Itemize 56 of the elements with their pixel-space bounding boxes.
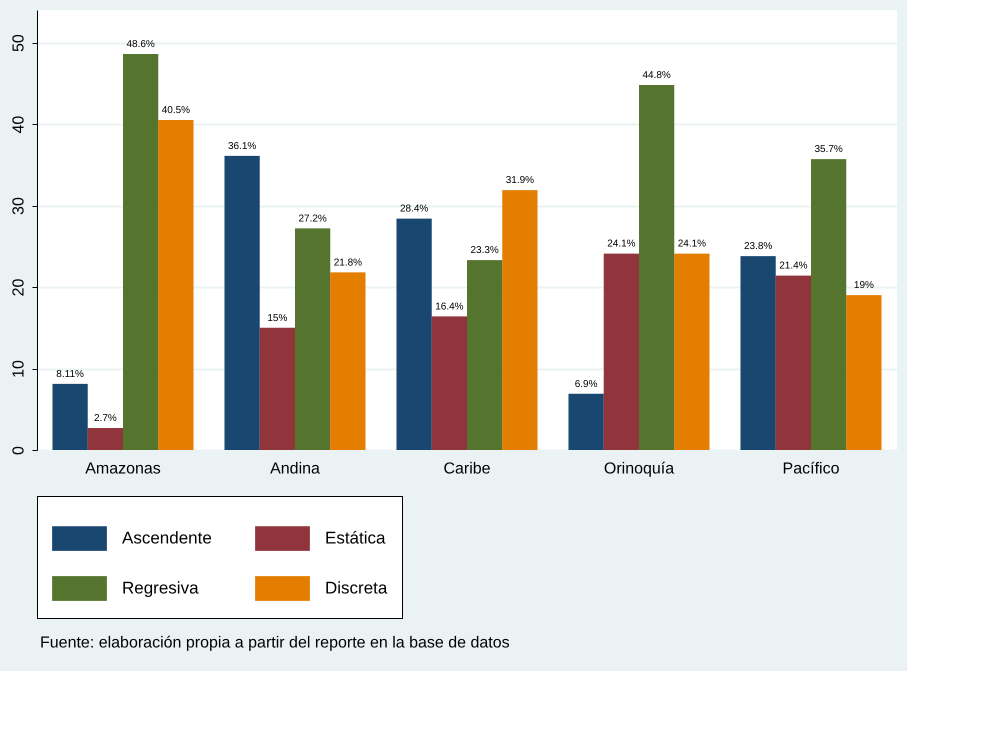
bar [260,328,295,450]
bar [52,384,88,450]
data-label: 24.1% [678,238,706,250]
bar [295,228,330,450]
bar [776,276,811,450]
data-label: 44.8% [642,70,671,81]
y-tick-label: 20 [10,278,28,296]
bar [568,394,604,450]
bar [502,190,538,450]
data-label: 36.1% [228,140,256,152]
legend-label: Discreta [325,578,388,598]
bar [604,254,639,450]
bar [123,54,158,450]
bar [467,260,502,450]
bar [330,272,366,450]
x-tick-label: Caribe [443,460,491,478]
bar [224,156,260,450]
data-label: 2.7% [94,413,117,424]
data-label: 23.8% [744,241,772,252]
data-label: 6.9% [574,378,598,390]
data-label: 31.9% [506,175,534,186]
data-label: 15% [267,312,288,324]
bar [811,159,846,450]
y-tick-label: 40 [10,116,28,134]
bar [846,295,882,450]
bar [396,218,432,450]
legend-label: Ascendente [122,528,212,548]
bar [740,256,776,450]
bar [674,254,710,450]
data-label: 23.3% [470,245,499,256]
data-label: 21.8% [334,257,362,268]
legend-label: Estática [325,528,386,548]
x-tick-label: Pacífico [782,460,840,478]
x-tick-label: Amazonas [85,460,161,478]
data-label: 21.4% [779,260,808,272]
data-label: 28.4% [400,204,428,215]
y-tick-label: 30 [10,197,28,215]
bar [432,316,467,450]
legend-label: Regresiva [122,578,200,598]
data-label: 27.2% [298,213,327,224]
data-label: 35.7% [814,144,843,156]
x-tick-label: Orinoquía [604,460,674,478]
y-tick-label: 50 [10,34,28,52]
data-label: 19% [854,280,874,292]
source-note: Fuente: elaboración propia a partir del reporte en la base de datos [40,634,510,652]
data-label: 24.1% [607,238,636,250]
bar [88,428,123,450]
y-tick-label: 10 [10,360,28,378]
data-label: 8.11% [56,368,84,380]
bar [639,84,674,450]
bar [158,120,194,450]
x-tick-label: Andina [270,460,320,478]
data-label: 40.5% [162,105,190,116]
data-label: 16.4% [435,301,464,312]
data-label: 48.6% [126,39,155,50]
y-tick-label: 0 [10,446,28,455]
